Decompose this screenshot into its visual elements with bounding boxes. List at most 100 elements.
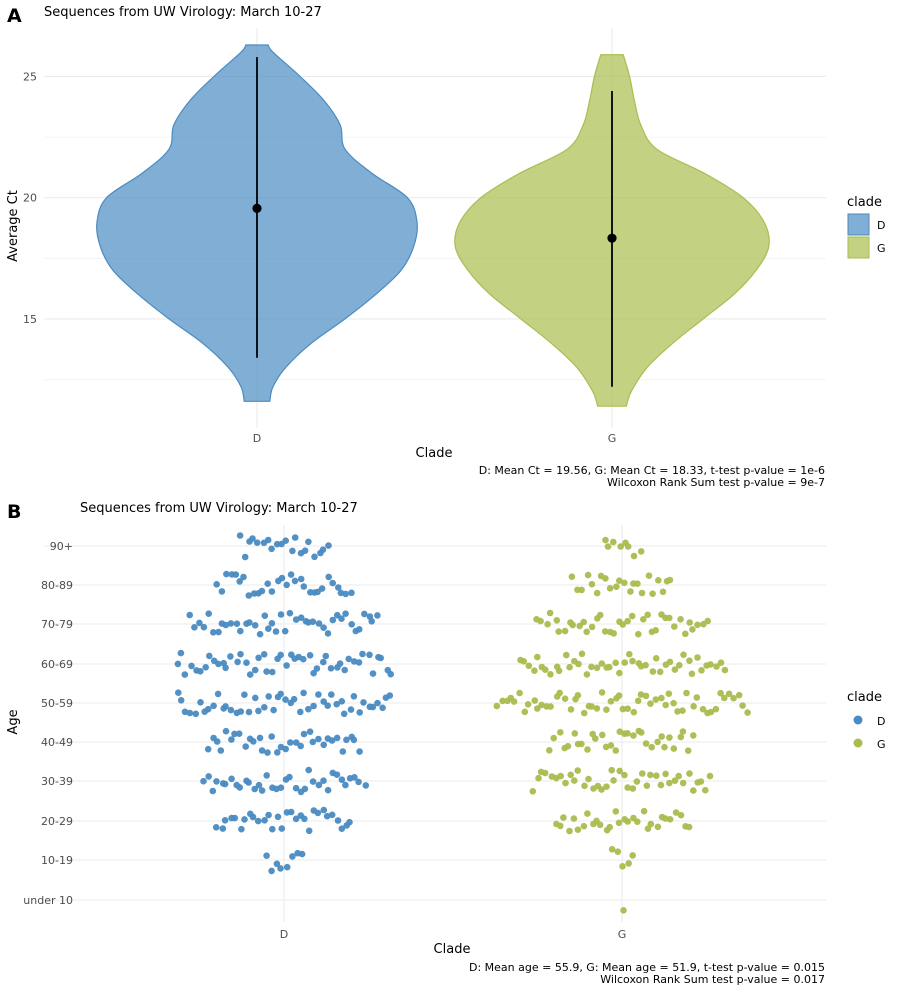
- point-g: [648, 743, 655, 751]
- point-g: [621, 659, 628, 666]
- point-d: [319, 546, 327, 553]
- point-g: [612, 808, 620, 815]
- point-g: [688, 670, 696, 678]
- point-g: [584, 571, 592, 579]
- point-d: [222, 727, 230, 735]
- point-d: [204, 705, 212, 713]
- point-g: [608, 766, 615, 774]
- panel-b-x-tick-label: G: [618, 928, 627, 941]
- point-g: [694, 621, 701, 629]
- point-g: [643, 782, 651, 789]
- point-d: [174, 660, 182, 668]
- point-g: [546, 609, 554, 617]
- point-d: [236, 578, 243, 585]
- point-d: [309, 618, 317, 625]
- panel-b-grid: [44, 525, 826, 922]
- point-d: [228, 736, 235, 743]
- point-d: [379, 704, 386, 712]
- point-g: [614, 848, 622, 855]
- panel-a-legend-key-d: [847, 213, 870, 236]
- point-g: [578, 650, 586, 658]
- point-d: [241, 691, 248, 698]
- point-d: [292, 616, 300, 623]
- point-d: [310, 669, 317, 677]
- point-g: [598, 689, 606, 696]
- point-g: [624, 705, 631, 712]
- panel-b-x-tick-label: D: [280, 928, 288, 941]
- point-g: [640, 616, 647, 623]
- point-g: [596, 611, 604, 619]
- point-d: [282, 745, 290, 753]
- point-g: [635, 630, 642, 638]
- point-d: [222, 621, 230, 629]
- point-d: [255, 654, 262, 662]
- point-g: [574, 826, 582, 833]
- point-g: [615, 819, 623, 827]
- point-g: [680, 651, 687, 658]
- point-g: [698, 667, 705, 674]
- point-g: [647, 820, 655, 828]
- point-d: [209, 787, 217, 795]
- point-d: [256, 734, 264, 742]
- point-d: [328, 811, 336, 819]
- point-g: [630, 552, 638, 560]
- point-g: [638, 729, 645, 736]
- point-g: [550, 734, 557, 742]
- point-g: [640, 807, 648, 815]
- point-g: [655, 577, 662, 584]
- point-d: [245, 779, 252, 786]
- panel-a-x-tick-label: D: [253, 432, 261, 445]
- point-g: [541, 769, 549, 777]
- point-d: [355, 659, 363, 666]
- point-g: [610, 630, 617, 637]
- point-d: [234, 658, 241, 666]
- panel-b-legend: clade D G: [847, 690, 886, 751]
- point-g: [677, 616, 684, 623]
- point-d: [212, 824, 220, 831]
- point-d: [236, 784, 243, 791]
- point-d: [273, 860, 281, 868]
- point-d: [246, 671, 254, 678]
- point-g: [670, 699, 677, 707]
- point-d: [374, 699, 381, 707]
- point-g: [529, 788, 537, 795]
- point-g: [493, 702, 501, 710]
- point-d: [320, 624, 327, 631]
- panel-a-legend: clade D G: [847, 195, 886, 259]
- point-g: [674, 708, 681, 715]
- point-d: [338, 776, 346, 783]
- point-d: [368, 618, 376, 625]
- point-g: [712, 705, 720, 713]
- point-d: [292, 815, 300, 823]
- point-d: [255, 707, 262, 715]
- point-g: [602, 536, 609, 544]
- point-d: [338, 825, 346, 832]
- point-d: [362, 782, 370, 789]
- point-d: [282, 696, 289, 703]
- point-d: [188, 662, 195, 670]
- point-d: [217, 747, 225, 754]
- point-g: [725, 690, 733, 698]
- point-g: [730, 694, 737, 702]
- point-d: [268, 620, 276, 627]
- point-g: [679, 728, 687, 735]
- point-g: [608, 846, 616, 853]
- point-g: [547, 671, 554, 678]
- point-g: [634, 697, 642, 705]
- point-g: [596, 821, 604, 829]
- point-g: [647, 771, 654, 779]
- point-g: [598, 660, 606, 667]
- point-g: [580, 709, 588, 717]
- point-d: [360, 699, 367, 706]
- point-g: [557, 772, 564, 780]
- point-g: [644, 611, 651, 619]
- panel-a-violins: [96, 44, 770, 407]
- point-d: [263, 772, 271, 779]
- point-g: [630, 732, 637, 739]
- point-g: [593, 589, 601, 597]
- point-d: [374, 612, 381, 619]
- point-d: [213, 738, 221, 745]
- point-g: [677, 733, 685, 741]
- point-d: [231, 730, 238, 738]
